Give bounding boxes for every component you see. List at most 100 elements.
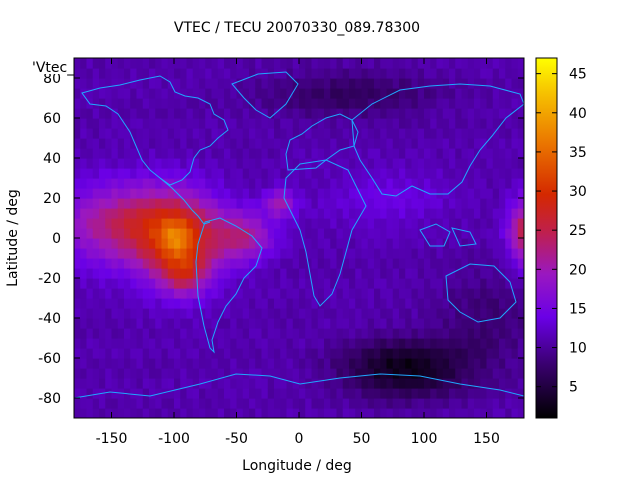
heat-cell (455, 198, 463, 209)
heat-cell (417, 228, 425, 239)
heat-cell (449, 388, 456, 399)
heat-cell (374, 278, 381, 289)
heat-cell (280, 128, 288, 139)
heat-cell (336, 328, 344, 339)
heat-cell (242, 368, 250, 379)
heat-cell (486, 108, 494, 119)
heat-cell (355, 198, 363, 209)
heat-cell (424, 388, 431, 399)
heat-cell (517, 128, 524, 139)
heat-cell (505, 138, 513, 149)
heat-cell (236, 348, 244, 359)
heat-cell (355, 78, 363, 89)
heat-cell (424, 368, 431, 379)
heat-cell (342, 128, 350, 139)
heat-cell (167, 118, 175, 129)
heat-cell (105, 118, 113, 129)
heat-cell (411, 88, 419, 99)
y-tick-label: -60 (38, 351, 61, 367)
heat-cell (480, 348, 488, 359)
heat-cell (180, 378, 188, 389)
heat-cell (474, 368, 481, 379)
heat-cell (330, 388, 338, 399)
heat-cell (105, 218, 113, 229)
heat-cell (330, 128, 338, 139)
heat-cell (136, 298, 144, 309)
heat-cell (336, 208, 344, 219)
heat-cell (367, 158, 375, 169)
heat-cell (111, 158, 119, 169)
heat-cell (274, 348, 281, 359)
heat-cell (199, 218, 206, 229)
heat-cell (230, 308, 238, 319)
heat-cell (80, 238, 88, 249)
heat-cell (355, 248, 363, 259)
heat-cell (342, 328, 350, 339)
heat-cell (430, 68, 438, 79)
heat-cell (136, 308, 144, 319)
heat-cell (155, 218, 163, 229)
heat-cell (305, 398, 313, 409)
coastline-asia (351, 83, 524, 197)
heat-cell (105, 338, 113, 349)
heat-cell (105, 308, 113, 319)
heat-cell (299, 108, 306, 119)
heat-cell (99, 128, 106, 139)
heat-cell (236, 218, 244, 229)
heat-cell (192, 168, 200, 179)
heat-cell (499, 278, 506, 289)
heat-cell (474, 308, 481, 319)
heat-cell (492, 68, 500, 79)
heat-cell (449, 148, 456, 159)
heat-cell (242, 98, 250, 109)
heat-cell (92, 378, 100, 389)
heat-cell (161, 208, 169, 219)
heat-cell (499, 188, 506, 199)
heat-cell (499, 108, 506, 119)
heat-cell (305, 118, 313, 129)
heat-cell (492, 188, 500, 199)
heat-cell (199, 258, 206, 269)
heat-cell (180, 278, 188, 289)
heat-cell (217, 138, 225, 149)
coastline-africa (283, 159, 367, 307)
heat-cell (192, 288, 200, 299)
heat-cell (361, 288, 369, 299)
heat-cell (149, 268, 156, 279)
heat-cell (205, 268, 213, 279)
heat-cell (380, 268, 388, 279)
heat-cell (505, 198, 513, 209)
heat-cell (361, 228, 369, 239)
heat-cell (136, 208, 144, 219)
heat-cell (286, 278, 294, 289)
heat-cell (311, 248, 319, 259)
heat-cell (424, 408, 431, 418)
heat-cell (486, 278, 494, 289)
heat-cell (180, 318, 188, 329)
heat-cell (480, 278, 488, 289)
heat-cell (130, 248, 138, 259)
heat-cell (436, 378, 444, 389)
heat-cell (386, 388, 394, 399)
heat-cell (111, 338, 119, 349)
heat-cell (449, 58, 456, 69)
heat-cell (217, 388, 225, 399)
heat-cell (86, 228, 94, 239)
heat-cell (467, 298, 475, 309)
heat-cell (474, 388, 481, 399)
heat-cell (267, 218, 275, 229)
heat-cell (311, 118, 319, 129)
heat-cell (442, 148, 450, 159)
heat-cell (349, 78, 356, 89)
heat-cell (299, 338, 306, 349)
heat-cell (505, 78, 513, 89)
heat-cell (324, 148, 331, 159)
heat-cell (461, 248, 469, 259)
heat-cell (392, 288, 400, 299)
heat-cell (486, 238, 494, 249)
heat-cell (455, 158, 463, 169)
heat-cell (280, 98, 288, 109)
heat-cell (467, 128, 475, 139)
heat-cell (242, 318, 250, 329)
heat-cell (492, 268, 500, 279)
